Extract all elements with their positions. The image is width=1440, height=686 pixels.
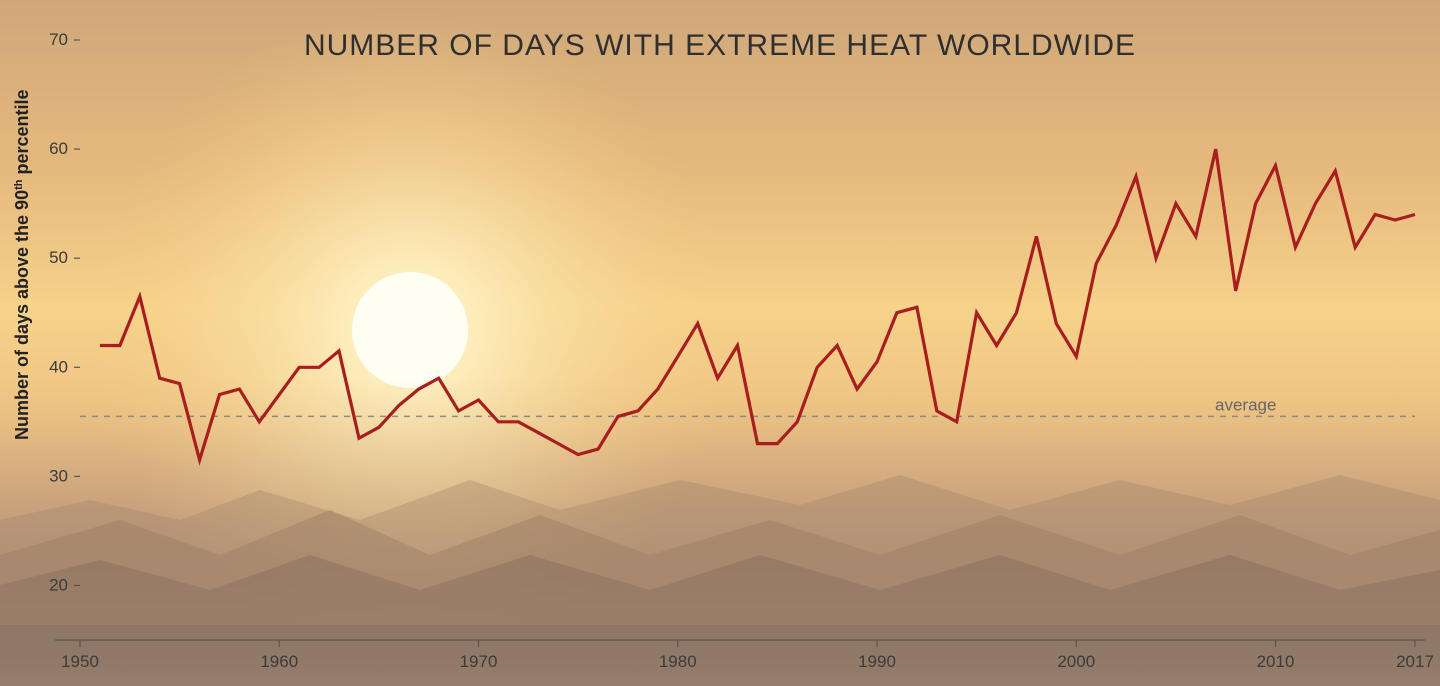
x-tick-label: 1990: [858, 652, 896, 671]
y-tick-label: 40: [49, 357, 68, 376]
y-tick-label: 20: [49, 575, 68, 594]
x-tick-label: 1980: [659, 652, 697, 671]
x-tick-label: 1960: [260, 652, 298, 671]
x-tick-label: 1950: [61, 652, 99, 671]
y-tick-label: 30: [49, 466, 68, 485]
heat-days-chart: NUMBER OF DAYS WITH EXTREME HEAT WORLDWI…: [0, 0, 1440, 686]
y-tick-label: 50: [49, 248, 68, 267]
average-label: average: [1215, 395, 1276, 414]
y-tick-label: 70: [49, 30, 68, 49]
y-axis-label: Number of days above the 90th percentile: [12, 89, 32, 440]
x-tick-label: 2010: [1257, 652, 1295, 671]
chart-title: NUMBER OF DAYS WITH EXTREME HEAT WORLDWI…: [304, 29, 1136, 62]
x-tick-label: 2000: [1057, 652, 1095, 671]
x-tick-label: 2017: [1396, 652, 1434, 671]
y-tick-label: 60: [49, 139, 68, 158]
x-tick-label: 1970: [460, 652, 498, 671]
